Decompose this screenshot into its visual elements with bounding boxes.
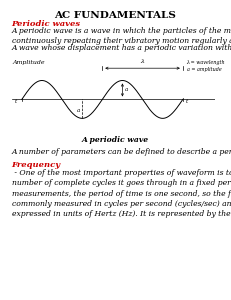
Text: AC FUNDAMENTALS: AC FUNDAMENTALS [55,11,176,20]
Text: A periodic wave: A periodic wave [82,136,149,144]
Text: λ = wavelength
a = amplitude: λ = wavelength a = amplitude [187,60,225,72]
Text: A periodic wave is a wave in which the particles of the medium oscillate
continu: A periodic wave is a wave in which the p… [12,27,231,45]
Text: Periodic waves: Periodic waves [12,20,81,28]
Text: A number of parameters can be defined to describe a periodic wave.: A number of parameters can be defined to… [12,148,231,156]
Text: Amplitude: Amplitude [12,60,45,65]
Text: A wave whose displacement has a periodic variation with time or distance, or bot: A wave whose displacement has a periodic… [12,44,231,52]
Text: Frequency: Frequency [12,161,61,169]
Text: λ: λ [140,59,145,64]
Text: a: a [124,88,128,92]
Text: t: t [185,99,188,104]
Text: t: t [14,99,17,104]
Text: a: a [76,108,80,113]
Text: - One of the most important properties of waveform is to identify the
number of : - One of the most important properties o… [12,169,231,218]
